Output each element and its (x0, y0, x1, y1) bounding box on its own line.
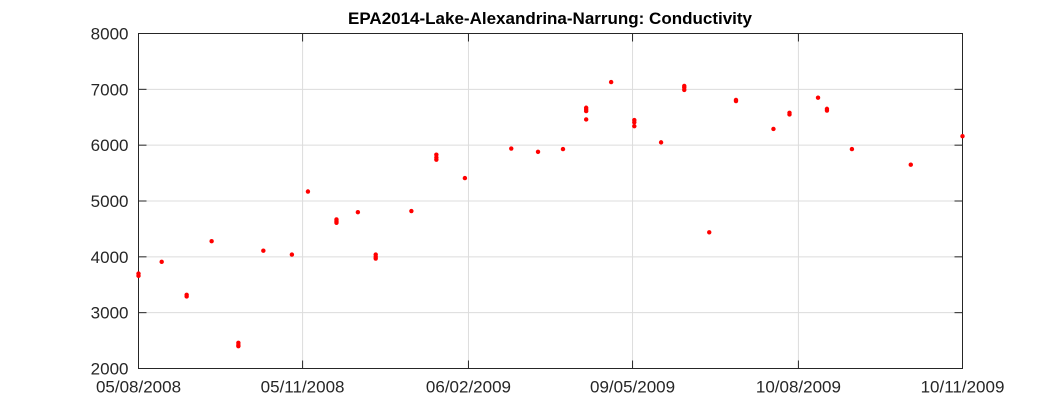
data-point (707, 230, 712, 235)
data-point (305, 189, 311, 194)
data-points (136, 79, 965, 349)
x-tick-label: 05/08/2008 (96, 378, 181, 397)
y-tick-label: 6000 (91, 136, 129, 155)
x-tick-label: 10/08/2009 (756, 378, 841, 397)
data-point (849, 146, 855, 152)
data-point (409, 208, 414, 214)
data-point (608, 79, 614, 85)
data-point (236, 343, 241, 349)
y-tick-label: 5000 (91, 192, 129, 211)
data-point (908, 162, 913, 167)
x-axis: 05/08/2008 05/11/2008 06/02/2009 09/05/2009… (96, 378, 1004, 397)
y-axis: 2000 3000 4000 5000 6000 7000 8000 (91, 25, 129, 379)
data-point (136, 273, 141, 279)
y-tick-label: 3000 (91, 304, 129, 323)
x-tick-label: 06/02/2009 (426, 378, 511, 397)
data-point (787, 112, 792, 117)
data-point (658, 140, 664, 145)
data-point (733, 98, 739, 104)
data-point (560, 146, 566, 152)
grid (138, 33, 963, 369)
data-point (334, 220, 339, 225)
data-point (535, 149, 541, 155)
data-point (824, 108, 830, 113)
data-point (373, 256, 378, 261)
data-point (509, 146, 514, 151)
data-point (583, 108, 589, 114)
data-point (434, 157, 439, 162)
data-point (583, 117, 589, 122)
y-tick-label: 8000 (91, 25, 129, 44)
chart-title: EPA2014-Lake-Alexandrina-Narrung: Conduc… (348, 9, 753, 28)
data-point (159, 259, 164, 265)
data-point (462, 175, 468, 181)
y-tick-label: 4000 (91, 248, 129, 267)
data-point (815, 95, 821, 100)
data-point (261, 248, 266, 253)
data-point (632, 123, 637, 129)
data-point (632, 120, 637, 125)
axis-ticks (138, 33, 963, 369)
y-tick-label: 7000 (91, 80, 129, 99)
data-point (355, 209, 361, 215)
x-tick-label: 09/05/2009 (590, 378, 675, 397)
data-point (771, 126, 776, 132)
data-point (289, 252, 295, 257)
data-point (184, 294, 189, 299)
data-point (209, 239, 214, 244)
data-point (682, 87, 687, 93)
data-point (960, 134, 965, 139)
x-tick-label: 10/11/2009 (921, 378, 1005, 397)
x-tick-label: 05/11/2008 (261, 378, 345, 397)
y-tick-label: 2000 (91, 360, 129, 379)
